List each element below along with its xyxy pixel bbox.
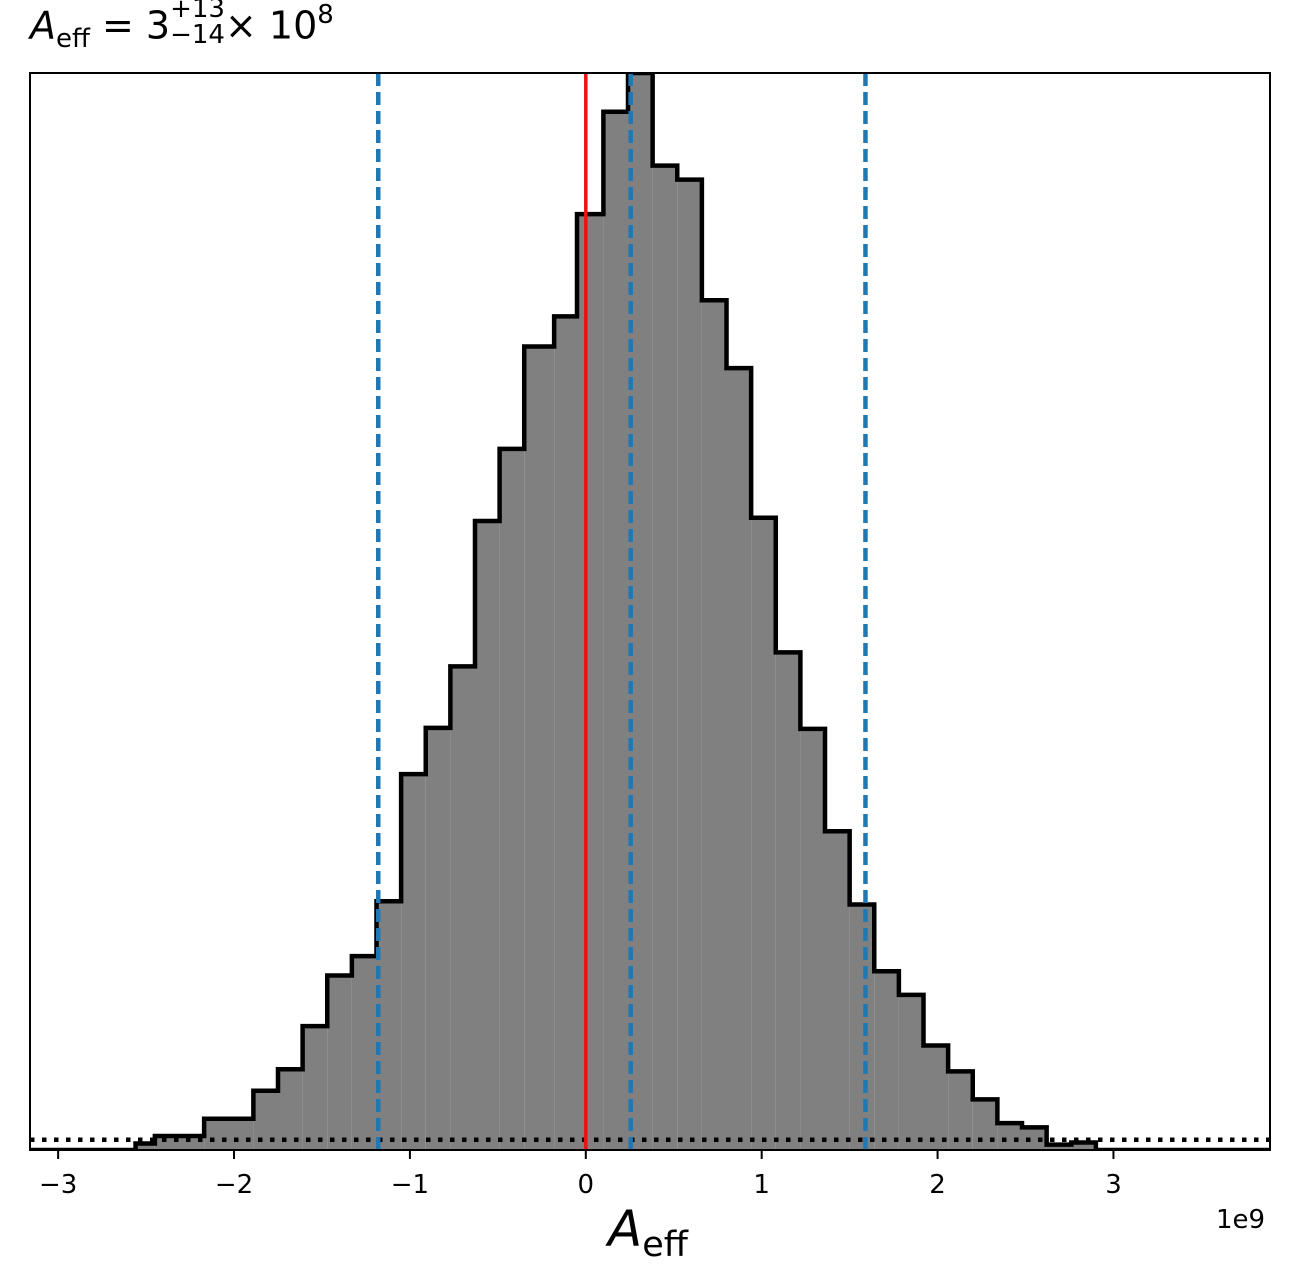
histogram-step-outline — [30, 73, 1270, 1150]
histogram-bar — [278, 1069, 303, 1150]
x-tick-label: −3 — [39, 1170, 77, 1200]
x-tick-label: 1 — [753, 1170, 770, 1200]
histogram-bar — [327, 975, 352, 1150]
title-lower-error: −14 — [170, 20, 225, 50]
xlabel-symbol: A — [608, 1200, 643, 1258]
histogram-bar — [1071, 1142, 1096, 1150]
histogram-bar — [677, 179, 702, 1150]
x-tick-label: 0 — [578, 1170, 595, 1200]
title-errors: +13 −14 — [170, 0, 225, 48]
histogram-bar — [351, 956, 377, 1150]
axes-frame — [29, 72, 1271, 1151]
title-times: × 10 — [224, 3, 318, 48]
histogram-bar — [302, 1026, 328, 1150]
histogram-bar — [154, 1135, 205, 1150]
histogram-bar — [701, 300, 727, 1150]
histogram-bar — [474, 521, 500, 1150]
histogram-bar — [524, 346, 555, 1150]
histogram-bar — [825, 831, 850, 1150]
histogram-bar — [652, 165, 678, 1150]
histogram-bar — [204, 1118, 254, 1150]
histogram-bar — [554, 316, 578, 1150]
histogram-bar — [726, 368, 752, 1150]
histogram-bar — [775, 652, 801, 1150]
histogram-bar — [499, 448, 525, 1150]
histogram-bar — [800, 728, 826, 1150]
chart-title: Aeff = 3 +13 −14 × 108 — [30, 0, 334, 54]
histogram-bar — [1046, 1144, 1072, 1150]
x-tick-label: −2 — [215, 1170, 253, 1200]
histogram-bar — [425, 727, 451, 1150]
title-equals: = 3 — [89, 3, 171, 48]
x-tick-label: 3 — [1105, 1170, 1122, 1200]
title-upper-error: +13 — [170, 0, 225, 24]
histogram-bar — [972, 1099, 998, 1150]
x-axis-label: Aeff — [608, 1200, 688, 1265]
histogram-bar — [603, 111, 629, 1150]
histogram-bar — [1022, 1127, 1047, 1150]
title-subscript: eff — [56, 23, 90, 54]
histogram-bar — [948, 1071, 973, 1150]
histogram-bar — [849, 904, 875, 1150]
histogram-bar — [997, 1123, 1022, 1150]
x-axis-offset-text: 1e9 — [1216, 1205, 1266, 1235]
plot-area — [29, 72, 1271, 1151]
histogram-bar — [401, 774, 426, 1150]
histogram-bar — [923, 1045, 949, 1150]
histogram-bar — [874, 971, 899, 1150]
histogram-bar — [898, 994, 924, 1150]
x-tick-label: −1 — [391, 1170, 429, 1200]
histogram-bar — [135, 1143, 155, 1150]
histogram-bar — [751, 517, 776, 1150]
histogram-bar — [577, 214, 604, 1150]
plot-clip-group — [30, 73, 1270, 1150]
x-axis-ticks: −3 −2 −1 0 1 2 3 — [39, 1150, 1122, 1200]
xlabel-subscript: eff — [642, 1225, 688, 1265]
title-symbol: A — [30, 3, 56, 48]
histogram-bar — [376, 901, 402, 1150]
title-exponent: 8 — [317, 0, 334, 30]
histogram-bar — [450, 666, 475, 1150]
x-tick-label: 2 — [929, 1170, 946, 1200]
